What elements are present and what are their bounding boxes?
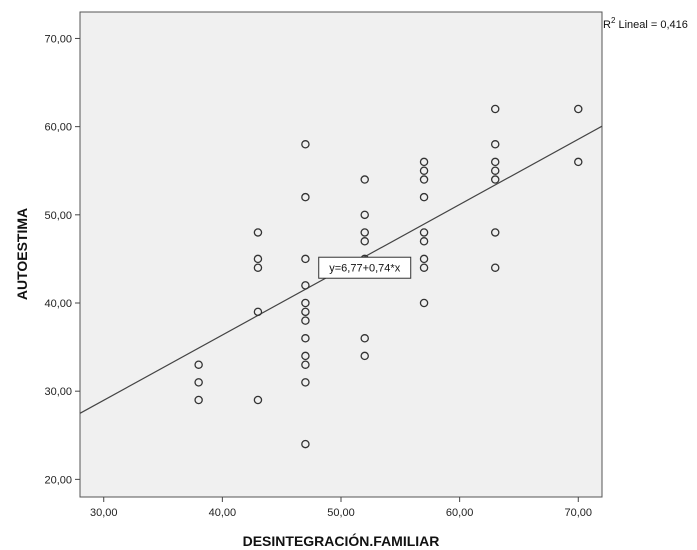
data-point: [301, 254, 310, 264]
data-point: [419, 254, 429, 264]
data-point: [419, 228, 429, 237]
y-tick-label: 70,00: [44, 33, 72, 45]
data-point: [419, 298, 429, 308]
y-tick-label: 40,00: [44, 298, 72, 310]
data-point: [301, 140, 310, 149]
data-point: [490, 263, 500, 272]
y-axis-title: AUTOESTIMA: [14, 208, 30, 300]
data-point: [490, 228, 500, 237]
data-point: [194, 360, 203, 369]
y-tick-label: 20,00: [44, 474, 72, 486]
data-point: [301, 281, 310, 290]
x-tick-label: 50,00: [327, 507, 355, 519]
data-point: [301, 439, 310, 449]
data-point: [194, 395, 203, 405]
x-tick-label: 60,00: [446, 507, 474, 519]
x-tick-label: 70,00: [565, 507, 593, 519]
r2-annotation: R2 Lineal = 0,416: [603, 16, 688, 31]
data-point: [574, 157, 583, 167]
data-point: [490, 166, 500, 175]
data-point: [360, 351, 369, 361]
data-point: [301, 334, 310, 343]
data-point: [253, 263, 263, 272]
plot-area: [79, 11, 603, 498]
x-axis: 30,00 40,00 50,00 60,00 70,00: [90, 497, 592, 519]
data-point: [419, 175, 429, 184]
data-point: [194, 378, 203, 387]
x-tick-label: 40,00: [209, 507, 237, 519]
y-axis: 20,00 30,00 40,00 50,00 60,00 70,00: [44, 33, 80, 486]
data-point: [253, 254, 263, 264]
data-point: [419, 166, 429, 175]
data-point: [360, 210, 369, 220]
data-point: [360, 334, 369, 343]
x-axis-title: DESINTEGRACIÓN.FAMILIAR: [243, 532, 440, 549]
data-point: [301, 351, 310, 361]
data-point: [301, 192, 310, 202]
data-point: [419, 263, 429, 272]
data-point: [301, 307, 310, 317]
r2-prefix: R: [603, 19, 611, 31]
data-point: [419, 157, 429, 167]
data-point: [301, 360, 310, 369]
y-tick-label: 50,00: [44, 210, 72, 222]
data-point: [253, 395, 263, 405]
data-point: [360, 175, 369, 184]
data-point: [360, 228, 369, 237]
x-tick-label: 30,00: [90, 507, 118, 519]
data-point: [490, 157, 500, 167]
equation-annotation: y=6,77+0,74*x: [318, 256, 412, 279]
data-point: [490, 104, 500, 114]
data-point: [253, 307, 263, 317]
data-point: [301, 316, 310, 325]
data-point: [490, 175, 500, 184]
y-tick-label: 30,00: [44, 386, 72, 398]
data-point: [574, 104, 583, 114]
data-point: [253, 228, 263, 237]
data-point: [490, 140, 500, 149]
equation-label: y=6,77+0,74*x: [329, 263, 400, 275]
data-point: [419, 192, 429, 202]
data-point: [301, 378, 310, 387]
data-point: [419, 237, 429, 246]
equation-box: [318, 256, 412, 279]
r2-suffix: Lineal = 0,416: [615, 19, 687, 31]
data-point: [360, 237, 369, 246]
data-point: [301, 298, 310, 308]
points-group: [194, 104, 583, 449]
y-tick-label: 60,00: [44, 122, 72, 134]
r2-superscript: 2: [611, 16, 616, 25]
